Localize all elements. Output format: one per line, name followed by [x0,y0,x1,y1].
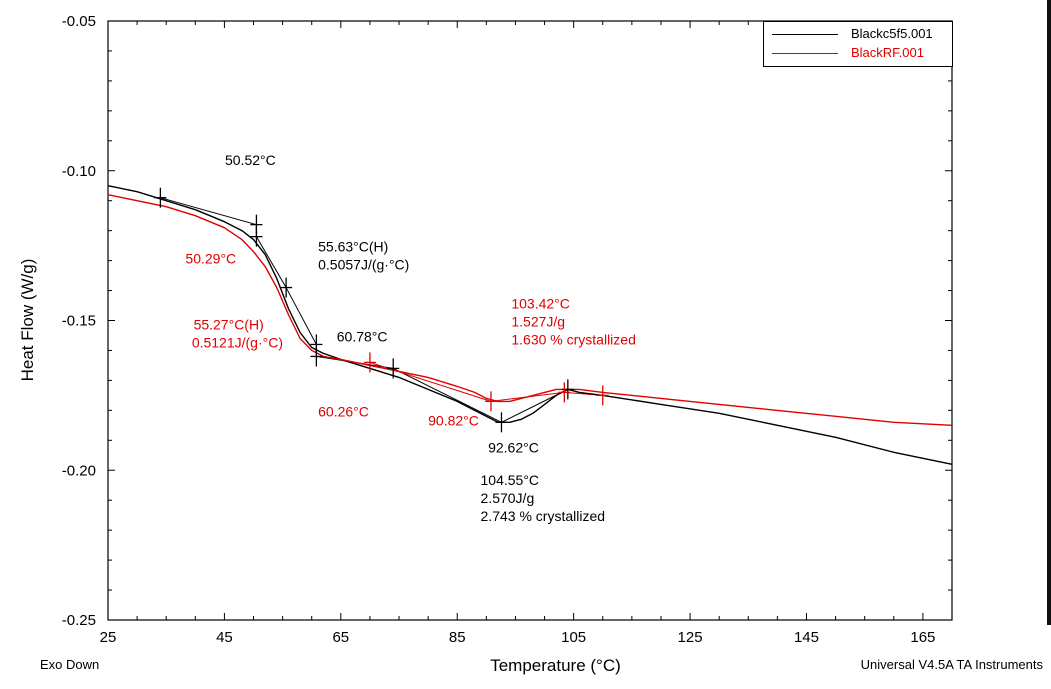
annotation-label: 2.570J/g [481,490,535,506]
analysis-marker [596,385,609,406]
legend: Blackc5f5.001 BlackRF.001 [763,21,953,67]
annotation-group: 50.52°C 55.63°C(H) 0.5057J/(g·°C) 60.78°C 50… [185,152,635,524]
analysis-marker [387,358,400,379]
tick-labels: 25 45 65 85 105 125 145 165 -0.05 -0.10 -0.15 -0.20… [62,13,936,646]
window-edge [1047,0,1051,625]
series-group [107,185,953,465]
x-tick-label: 85 [449,629,466,646]
annotation-label: 55.27°C(H) [194,316,264,332]
x-tick-label: 105 [561,629,586,646]
y-tick-label: -0.05 [62,13,96,30]
y-tick-label: -0.25 [62,612,96,629]
analysis-marker [154,187,167,208]
annotation-label: 103.42°C [511,296,570,312]
x-axis-title: Temperature (°C) [490,656,621,675]
y-tick-label: -0.10 [62,163,96,180]
series-line-2 [107,194,953,426]
x-tick-label: 65 [332,629,349,646]
analysis-marker [250,226,263,247]
exo-direction-label: Exo Down [40,657,100,672]
annotation-label: 50.52°C [225,152,276,168]
y-tick-label: -0.20 [62,462,96,479]
analysis-marker [561,379,574,400]
annotation-label: 92.62°C [488,439,539,455]
axes [107,20,953,621]
legend-label: Blackc5f5.001 [851,26,933,41]
construction-line [160,197,257,226]
series-line-1 [107,185,953,465]
instrument-label: Universal V4.5A TA Instruments [860,657,1043,672]
legend-label: BlackRF.001 [851,45,924,60]
annotation-label: 60.78°C [337,328,388,344]
annotation-label: 55.63°C(H) [318,239,388,255]
annotation-label: 1.630 % crystallized [511,331,636,347]
y-axis-title: Heat Flow (W/g) [18,258,37,382]
analysis-marker [558,382,571,403]
x-tick-label: 145 [794,629,819,646]
annotation-label: 104.55°C [481,472,540,488]
x-tick-label: 25 [100,629,117,646]
x-tick-label: 45 [216,629,233,646]
marker-group [154,187,609,433]
legend-swatch-black [772,34,838,35]
y-tick-label: -0.15 [62,313,96,330]
analysis-marker [280,277,293,298]
annotation-label: 1.527J/g [511,313,565,329]
construction-line [285,287,317,345]
analysis-marker [495,412,508,433]
analysis-marker [310,346,323,367]
analysis-marker [363,352,376,373]
legend-item: Blackc5f5.001 [764,25,952,43]
analysis-marker [485,391,498,412]
annotation-label: 0.5121J/(g·°C) [192,334,283,350]
x-tick-label: 125 [678,629,703,646]
construction-line [255,236,287,288]
annotation-label: 50.29°C [185,251,236,267]
annotation-label: 90.82°C [428,412,479,428]
legend-item: BlackRF.001 [764,44,952,62]
construction-line [392,367,502,423]
annotation-label: 2.743 % crystallized [481,508,606,524]
x-tick-label: 165 [910,629,935,646]
legend-swatch-red [772,53,838,54]
annotation-label: 0.5057J/(g·°C) [318,257,409,273]
annotation-label: 60.26°C [318,403,369,419]
